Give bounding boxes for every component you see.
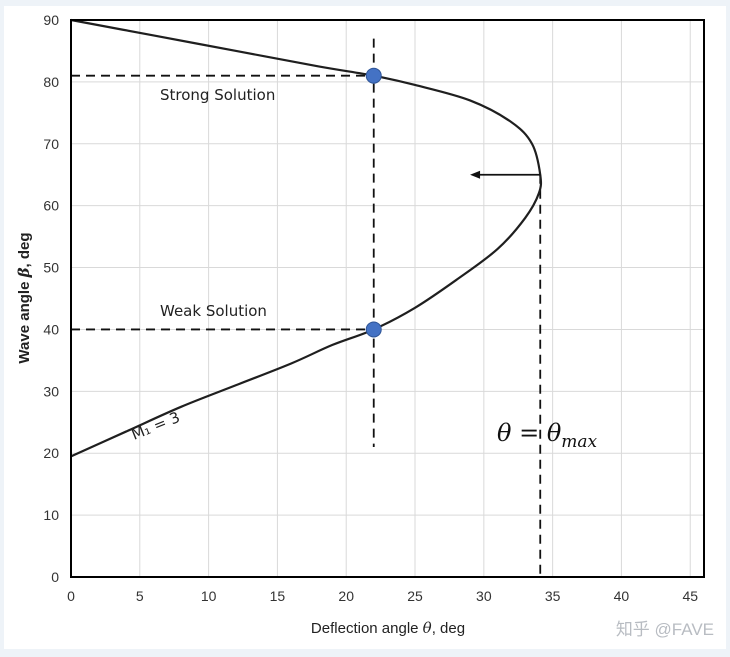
y-tick-label: 40 (43, 321, 59, 337)
y-tick-label: 0 (51, 569, 59, 585)
plot-border (70, 19, 705, 578)
y-tick-label: 60 (43, 198, 59, 214)
strong-solution-label: Strong Solution (160, 86, 275, 104)
weak-solution-label: Weak Solution (160, 302, 267, 320)
x-tick-label: 15 (270, 588, 286, 604)
x-tick-label: 40 (614, 588, 630, 604)
x-axis-label: Deflection angle θ, deg (311, 619, 465, 637)
x-tick-label: 0 (67, 588, 75, 604)
annotation-layer (470, 170, 541, 179)
x-tick-label: 20 (338, 588, 354, 604)
shock-polar-curve (70, 18, 543, 458)
y-tick-label: 70 (43, 136, 59, 152)
y-tick-label: 30 (43, 383, 59, 399)
watermark: 知乎 @FAVE (616, 620, 714, 639)
x-tick-label: 30 (476, 588, 492, 604)
marker-layer (365, 67, 382, 338)
x-tick-label: 10 (201, 588, 217, 604)
y-tick-label: 90 (43, 12, 59, 28)
x-tick-label: 5 (136, 588, 144, 604)
solution-marker (365, 67, 382, 84)
y-tick-label: 20 (43, 445, 59, 461)
x-tick-label: 35 (545, 588, 561, 604)
max-arrow-head (470, 170, 481, 179)
y-axis-label: Wave angle β, deg (15, 232, 33, 363)
y-tick-label: 80 (43, 74, 59, 90)
guide-lines (71, 38, 542, 577)
solution-marker (365, 321, 382, 338)
y-tick-label: 50 (43, 260, 59, 276)
series-layer (70, 18, 543, 458)
chart-background (4, 6, 726, 649)
tick-labels: 0 5 10 15 20 25 30 35 40 45 0 10 20 30 40 50 60 70 80 90 (43, 12, 698, 604)
x-tick-label: 45 (682, 588, 698, 604)
x-tick-label: 25 (407, 588, 423, 604)
y-tick-label: 10 (43, 507, 59, 523)
theta-max-label: θ = θmax (497, 419, 598, 452)
